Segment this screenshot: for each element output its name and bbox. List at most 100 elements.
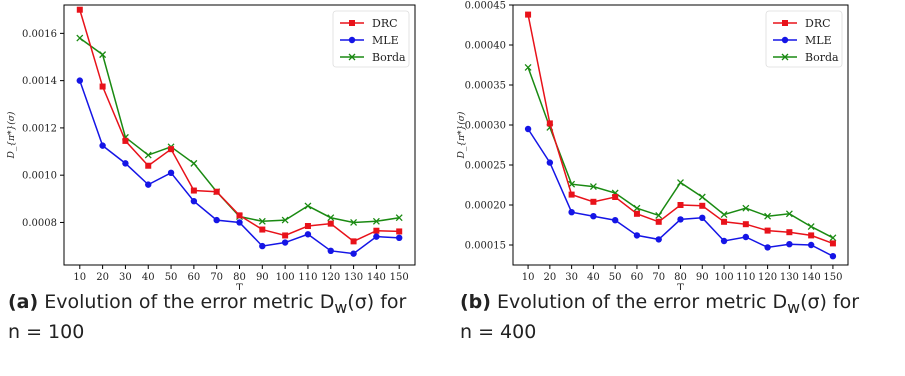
- marker-mle: [655, 236, 662, 243]
- y-tick-label: 0.0008: [22, 218, 57, 229]
- marker-drc: [546, 120, 553, 127]
- marker-mle: [786, 241, 793, 248]
- marker-borda: [144, 151, 152, 159]
- caption-tag: (a): [8, 291, 39, 313]
- caption-tag: (b): [460, 291, 491, 313]
- x-tick-label: 10: [522, 272, 535, 283]
- legend-marker: [348, 53, 356, 61]
- x-tick-label: 40: [587, 272, 600, 283]
- marker-mle: [304, 231, 312, 238]
- marker-drc: [655, 218, 662, 225]
- x-tick-label: 110: [298, 272, 317, 283]
- marker-borda: [190, 159, 198, 167]
- marker-drc: [99, 83, 106, 90]
- y-axis-label: D_{π*}(σ): [456, 111, 467, 159]
- y-axis-label: D_{π*}(σ): [6, 111, 17, 159]
- marker-borda: [258, 217, 266, 225]
- x-tick-label: 50: [609, 272, 622, 283]
- marker-borda: [304, 202, 312, 210]
- marker-mle: [213, 216, 220, 224]
- x-tick-label: 80: [674, 272, 687, 283]
- legend-label-drc: DRC: [805, 17, 831, 30]
- marker-borda: [785, 210, 793, 218]
- x-tick-label: 150: [390, 272, 409, 283]
- x-tick-label: 50: [165, 272, 178, 283]
- caption-line2: n = 400: [460, 320, 537, 343]
- caption-tail: (σ) for: [347, 291, 407, 313]
- marker-borda: [829, 234, 837, 242]
- x-tick-label: 20: [96, 272, 109, 283]
- marker-borda: [395, 214, 403, 222]
- y-tick-label: 0.0016: [22, 29, 57, 40]
- marker-borda: [633, 204, 641, 212]
- legend-label-mle: MLE: [372, 34, 399, 47]
- caption-text: Evolution of the error metric D: [44, 291, 335, 313]
- x-tick-label: 120: [758, 272, 777, 283]
- chart-a: 0.0008 0.0010 0.0012 0.0014 0.0016 10 20 30 40 50…: [6, 4, 416, 290]
- marker-drc: [808, 232, 815, 239]
- marker-mle: [76, 77, 83, 84]
- marker-borda: [655, 211, 663, 219]
- marker-mle: [396, 234, 403, 242]
- marker-drc: [525, 11, 532, 18]
- marker-mle: [546, 159, 554, 166]
- marker-drc: [742, 221, 749, 228]
- x-tick-label: 80: [233, 272, 246, 283]
- marker-drc: [590, 198, 597, 205]
- x-tick-label: 90: [696, 272, 709, 283]
- legend-marker: [349, 20, 355, 26]
- marker-borda: [764, 212, 772, 220]
- marker-mle: [524, 125, 532, 133]
- marker-borda: [677, 179, 684, 187]
- marker-borda: [807, 223, 815, 231]
- marker-drc: [396, 228, 403, 235]
- marker-mle: [590, 213, 597, 220]
- marker-mle: [764, 244, 771, 251]
- marker-drc: [76, 6, 83, 13]
- chart-b: 0.00015 0.00020 0.00025 0.00030 0.00035 0.000…: [456, 1, 849, 290]
- chart-panel-a: 0.0008 0.0010 0.0012 0.0014 0.0016 10 20 30 40 50…: [0, 0, 452, 376]
- x-tick-label: 130: [780, 272, 799, 283]
- x-tick-label: 10: [73, 272, 86, 283]
- marker-borda: [281, 216, 289, 224]
- marker-mle: [99, 142, 106, 149]
- marker-borda: [350, 218, 358, 226]
- x-tick-label: 70: [652, 272, 665, 283]
- marker-drc: [304, 223, 311, 229]
- x-tick-label: 90: [256, 272, 269, 283]
- legend-label-drc: DRC: [372, 17, 398, 30]
- marker-borda: [524, 63, 532, 71]
- legend-marker: [782, 20, 788, 26]
- marker-borda: [372, 217, 380, 225]
- marker-drc: [259, 226, 266, 233]
- marker-mle: [236, 219, 243, 226]
- x-tick-label: 110: [736, 272, 755, 283]
- x-tick-label: 20: [543, 272, 556, 283]
- x-tick-label: 70: [210, 272, 223, 283]
- marker-borda: [698, 193, 706, 201]
- x-tick-label: 30: [565, 272, 578, 283]
- marker-mle: [677, 216, 684, 223]
- x-tick-label: 60: [188, 272, 201, 283]
- marker-mle: [829, 253, 837, 260]
- caption-sub: w: [334, 297, 348, 317]
- marker-mle: [633, 232, 641, 239]
- marker-drc: [721, 218, 728, 225]
- marker-drc: [764, 227, 771, 234]
- caption-sub: w: [787, 297, 801, 317]
- marker-drc: [373, 227, 380, 234]
- y-tick-label: 0.0010: [22, 171, 57, 182]
- legend-marker: [781, 36, 789, 44]
- marker-mle: [611, 217, 619, 224]
- series-line-mle: [79, 80, 400, 255]
- marker-borda: [720, 211, 728, 219]
- marker-drc: [677, 202, 684, 208]
- marker-drc: [236, 212, 243, 219]
- marker-borda: [327, 214, 335, 222]
- marker-mle: [145, 181, 152, 188]
- x-tick-label: 100: [276, 272, 295, 283]
- y-tick-label: 0.00045: [465, 1, 506, 12]
- marker-mle: [742, 233, 750, 241]
- x-tick-label: 150: [823, 272, 842, 283]
- y-tick-label: 0.00040: [465, 41, 506, 52]
